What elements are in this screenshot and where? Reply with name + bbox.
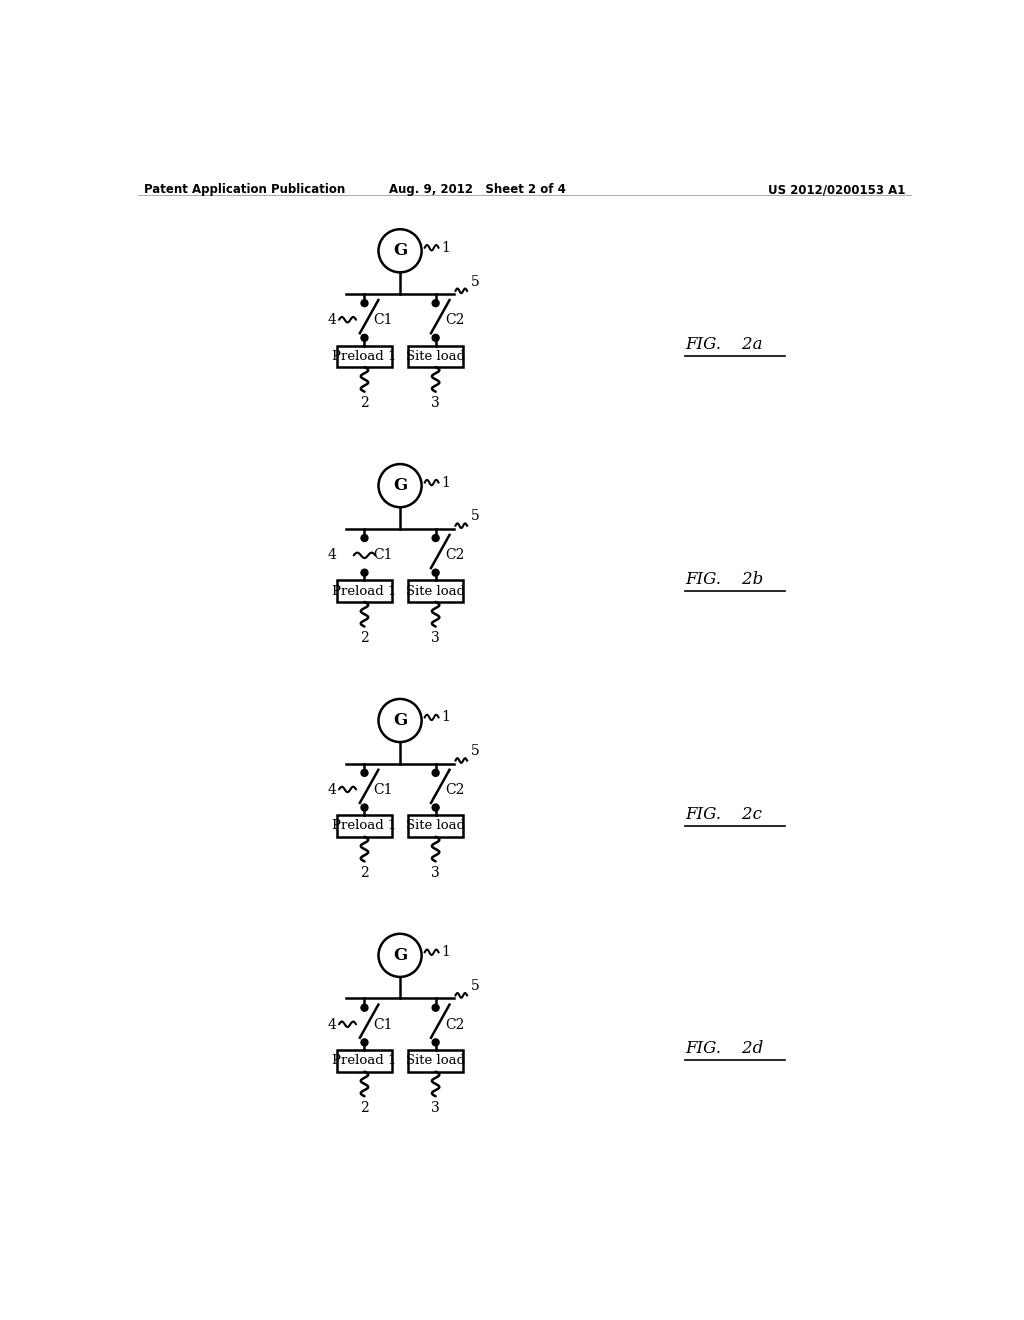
Text: 3: 3	[431, 396, 440, 411]
Text: FIG.    2b: FIG. 2b	[685, 570, 763, 587]
Text: 4: 4	[328, 783, 337, 797]
Text: 4: 4	[328, 548, 337, 562]
Circle shape	[432, 535, 439, 541]
Text: C1: C1	[374, 548, 393, 562]
Circle shape	[432, 770, 439, 776]
Circle shape	[432, 804, 439, 810]
Text: Preload 1: Preload 1	[333, 585, 396, 598]
Circle shape	[361, 804, 368, 810]
Text: US 2012/0200153 A1: US 2012/0200153 A1	[768, 183, 905, 197]
Text: C2: C2	[444, 313, 464, 327]
Text: 3: 3	[431, 631, 440, 645]
Text: 5: 5	[471, 275, 479, 289]
Text: 1: 1	[441, 475, 451, 490]
Text: G: G	[393, 243, 408, 259]
Circle shape	[361, 300, 368, 306]
Text: 2: 2	[360, 631, 369, 645]
Text: 5: 5	[471, 744, 479, 758]
Text: C1: C1	[374, 1018, 393, 1032]
Bar	[408, 816, 463, 837]
Text: 3: 3	[431, 1101, 440, 1115]
Circle shape	[361, 569, 368, 576]
Text: Preload 1: Preload 1	[333, 350, 396, 363]
Circle shape	[432, 300, 439, 306]
Text: G: G	[393, 477, 408, 494]
Text: 1: 1	[441, 240, 451, 255]
Circle shape	[361, 535, 368, 541]
Text: Patent Application Publication: Patent Application Publication	[144, 183, 346, 197]
Text: 2: 2	[360, 396, 369, 411]
Text: C2: C2	[444, 783, 464, 797]
Text: FIG.    2c: FIG. 2c	[685, 805, 762, 822]
Circle shape	[361, 770, 368, 776]
Bar	[408, 346, 463, 367]
Text: FIG.    2d: FIG. 2d	[685, 1040, 763, 1057]
Text: Site load: Site load	[407, 585, 465, 598]
Bar	[408, 581, 463, 602]
Circle shape	[432, 1005, 439, 1011]
Text: 1: 1	[441, 945, 451, 960]
Circle shape	[432, 1039, 439, 1045]
Text: 1: 1	[441, 710, 451, 725]
Circle shape	[432, 569, 439, 576]
Bar	[337, 581, 392, 602]
Text: G: G	[393, 711, 408, 729]
Text: 2: 2	[360, 866, 369, 880]
Text: FIG.    2a: FIG. 2a	[685, 335, 763, 352]
Text: Site load: Site load	[407, 1055, 465, 1068]
Text: 3: 3	[431, 866, 440, 880]
Text: C1: C1	[374, 783, 393, 797]
Circle shape	[432, 334, 439, 342]
Text: 2: 2	[360, 1101, 369, 1115]
Text: C2: C2	[444, 1018, 464, 1032]
Text: C1: C1	[374, 313, 393, 327]
Circle shape	[361, 334, 368, 342]
Text: C2: C2	[444, 548, 464, 562]
Text: Site load: Site load	[407, 820, 465, 833]
Text: 5: 5	[471, 979, 479, 993]
Text: 5: 5	[471, 510, 479, 524]
Circle shape	[361, 1039, 368, 1045]
Text: 4: 4	[328, 313, 337, 327]
Text: Site load: Site load	[407, 350, 465, 363]
Text: G: G	[393, 946, 408, 964]
Bar	[337, 346, 392, 367]
Bar	[337, 1051, 392, 1072]
Text: Preload 1: Preload 1	[333, 820, 396, 833]
Bar	[337, 816, 392, 837]
Text: 4: 4	[328, 1018, 337, 1032]
Text: Preload 1: Preload 1	[333, 1055, 396, 1068]
Circle shape	[361, 1005, 368, 1011]
Bar	[408, 1051, 463, 1072]
Text: Aug. 9, 2012   Sheet 2 of 4: Aug. 9, 2012 Sheet 2 of 4	[389, 183, 565, 197]
